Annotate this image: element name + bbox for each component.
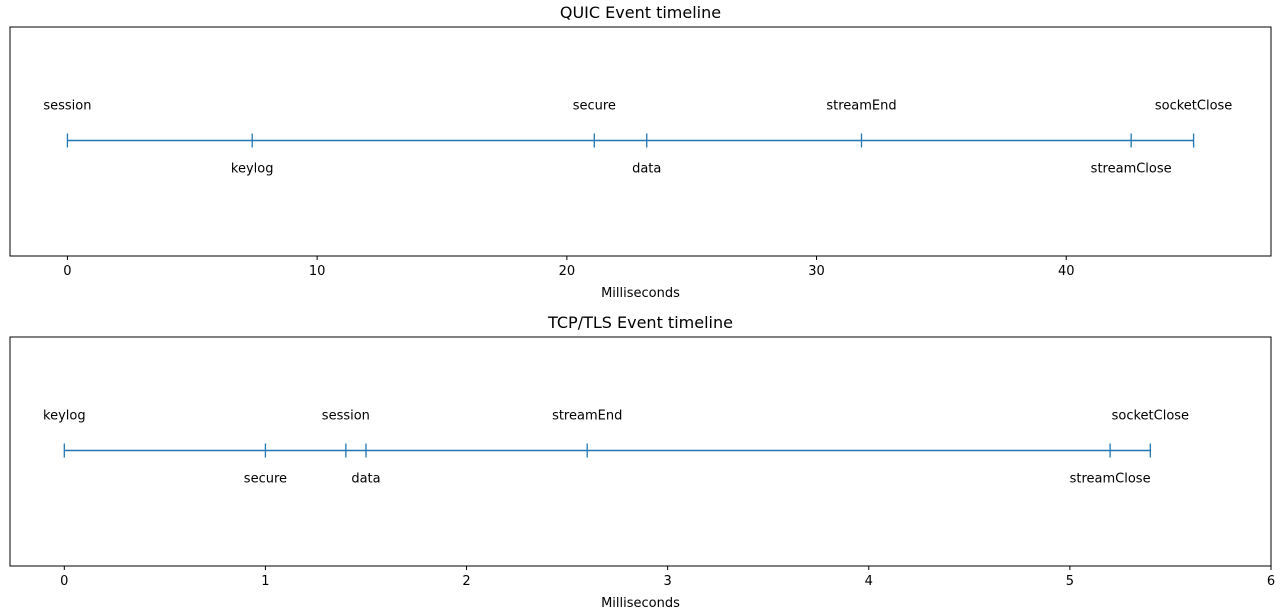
chart-title: QUIC Event timeline xyxy=(560,3,721,22)
event-label-secure: secure xyxy=(244,472,287,487)
x-tick-label: 2 xyxy=(462,574,470,589)
event-label-socketClose: socketClose xyxy=(1155,99,1232,114)
x-tick-label: 5 xyxy=(1066,574,1074,589)
event-label-socketClose: socketClose xyxy=(1112,409,1189,424)
x-tick-label: 3 xyxy=(664,574,672,589)
x-tick-label: 0 xyxy=(60,574,68,589)
event-label-data: data xyxy=(632,162,661,177)
plot-frame xyxy=(9,336,1272,567)
event-label-session: session xyxy=(322,409,370,424)
x-axis-label: Milliseconds xyxy=(601,286,680,301)
plot-frame xyxy=(9,26,1272,257)
quic-timeline-panel: QUIC Event timeline 0 10 20 30 40 Milliseconds… xyxy=(9,3,1272,301)
event-label-streamClose: streamClose xyxy=(1091,162,1172,177)
event-label-session: session xyxy=(43,99,91,114)
x-tick-label: 20 xyxy=(559,264,576,279)
x-tick-label: 6 xyxy=(1267,574,1275,589)
x-tick-label: 30 xyxy=(808,264,825,279)
chart-title: TCP/TLS Event timeline xyxy=(547,313,733,332)
x-tick-label: 10 xyxy=(309,264,326,279)
x-tick-label: 40 xyxy=(1058,264,1075,279)
event-label-streamClose: streamClose xyxy=(1070,472,1151,487)
x-tick-label: 4 xyxy=(865,574,873,589)
event-label-data: data xyxy=(351,472,380,487)
event-label-streamEnd: streamEnd xyxy=(552,409,622,424)
event-label-keylog: keylog xyxy=(231,162,274,177)
x-tick-label: 0 xyxy=(63,264,71,279)
x-axis-label: Milliseconds xyxy=(601,596,680,611)
x-tick-label: 1 xyxy=(261,574,269,589)
event-label-streamEnd: streamEnd xyxy=(826,99,896,114)
event-label-secure: secure xyxy=(573,99,616,114)
event-label-keylog: keylog xyxy=(43,409,86,424)
tcp-tls-timeline-panel: TCP/TLS Event timeline 0 1 2 3 4 5 6 Millisecond… xyxy=(9,313,1275,611)
